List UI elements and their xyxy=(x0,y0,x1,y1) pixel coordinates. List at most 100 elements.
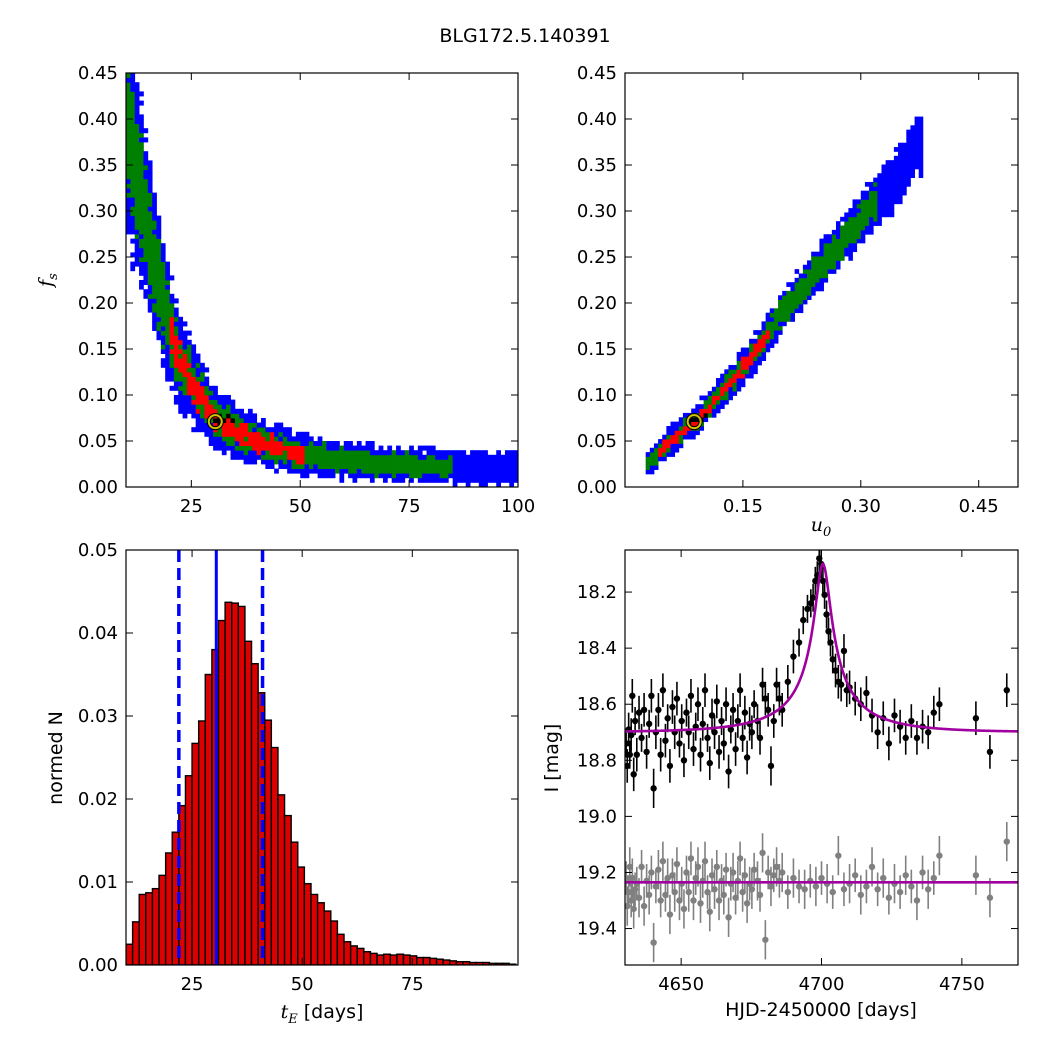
p1-cell-1078 xyxy=(509,459,515,465)
p4-s1-point-40 xyxy=(708,872,716,879)
p2-cell-186 xyxy=(753,351,758,357)
p1-cell-207 xyxy=(147,211,153,216)
p2-cell-130 xyxy=(724,378,729,383)
p1-cell-613 xyxy=(252,459,258,465)
p1-cell-380 xyxy=(178,362,184,368)
p1-cell-952 xyxy=(430,450,436,456)
p1-cell-312 xyxy=(165,330,170,336)
p1-cell-730 xyxy=(304,454,310,460)
p1-cell-465 xyxy=(200,413,205,419)
p1-cell-885 xyxy=(391,459,397,465)
p4-s0-point-52 xyxy=(736,687,744,694)
p1-cell-1025 xyxy=(478,477,484,483)
p1-cell-299 xyxy=(160,252,166,258)
p3-bar-42 xyxy=(402,954,411,965)
p2-cell-232 xyxy=(773,312,779,318)
panel-fs-vs-u0: 0.15 0.30 0.450.000.050.100.150.200.250.30… xyxy=(577,63,1019,517)
p1-cell-937 xyxy=(422,445,427,451)
p1-cell-949 xyxy=(430,464,436,469)
p2-cell-89 xyxy=(699,395,704,401)
p2-cell-594 xyxy=(914,138,920,144)
p2-cell-297 xyxy=(807,286,812,292)
p2-cell-299 xyxy=(807,277,812,283)
p2-cell-318 xyxy=(815,269,820,274)
p1-cell-645 xyxy=(265,450,271,456)
p4-s0-point-10 xyxy=(638,734,645,742)
p1-cell-855 xyxy=(374,468,380,474)
p3-bar-29 xyxy=(316,902,325,965)
p2-cell-348 xyxy=(827,260,833,266)
p1-cell-440 xyxy=(191,362,197,368)
p1-ytick-label-0: 0.00 xyxy=(78,477,118,498)
p1-cell-483 xyxy=(204,404,210,410)
p4-s1-point-83 xyxy=(863,883,870,890)
p2-cell-9 xyxy=(649,452,655,457)
p2-cell-584 xyxy=(910,138,915,144)
p1-cell-108 xyxy=(134,105,140,111)
p1-cell-850 xyxy=(369,454,375,460)
p3-bar-45 xyxy=(422,956,431,965)
p1-cell-767 xyxy=(322,441,327,446)
p3-bar-10 xyxy=(191,742,200,965)
p4-s0-point-39 xyxy=(706,759,713,767)
p2-cell-533 xyxy=(893,164,899,170)
p2-cell-489 xyxy=(881,203,887,209)
p1-cell-83 xyxy=(134,220,140,226)
p1-cell-506 xyxy=(213,436,218,442)
p1-cell-828 xyxy=(356,445,362,451)
p1-cell-484 xyxy=(204,399,210,405)
p1-cell-166 xyxy=(143,229,149,235)
p1-cell-903 xyxy=(404,473,410,479)
p1-cell-467 xyxy=(200,404,205,410)
p1-cell-934 xyxy=(422,464,427,469)
p1-cell-816 xyxy=(352,468,358,474)
p1-cell-509 xyxy=(213,422,218,428)
p2-cell-233 xyxy=(773,308,779,314)
p2-cell-421 xyxy=(856,229,862,235)
p4-frame xyxy=(624,549,1019,966)
p1-cell-22 xyxy=(126,128,131,134)
p1-cell-869 xyxy=(382,468,388,474)
p3-bar-35 xyxy=(356,947,365,965)
p1-cell-293 xyxy=(160,280,166,285)
p2-cell-37 xyxy=(670,443,676,449)
p1-cell-372 xyxy=(178,399,184,405)
p2-cell-211 xyxy=(765,334,771,340)
p1-cell-572 xyxy=(234,436,240,442)
p1-cell-404 xyxy=(182,353,188,359)
p1-cell-631 xyxy=(256,422,262,428)
p1-cell-689 xyxy=(287,468,292,474)
p2-cell-510 xyxy=(885,164,891,170)
p1-cell-225 xyxy=(152,298,157,304)
p1-cell-544 xyxy=(226,441,231,446)
p1-cell-452 xyxy=(195,395,201,400)
p4-s1-point-22 xyxy=(666,911,674,918)
p2-cell-59 xyxy=(682,425,688,431)
p1-cell-149 xyxy=(139,119,144,124)
p1-cell-480 xyxy=(204,418,210,423)
p2-cell-545 xyxy=(898,164,903,170)
p1-cell-307 xyxy=(165,353,170,359)
p2-cell-175 xyxy=(749,364,754,370)
p1-cell-1034 xyxy=(483,473,488,479)
p1-cell-578 xyxy=(234,408,240,414)
p1-cell-1062 xyxy=(500,468,506,474)
p1-cell-703 xyxy=(291,450,297,456)
p1-cell-442 xyxy=(191,353,197,359)
p1-cell-913 xyxy=(409,459,414,465)
p1-cell-173 xyxy=(143,197,149,203)
p1-cell-354 xyxy=(173,372,179,377)
p1-cell-302 xyxy=(165,376,170,382)
p2-cell-586 xyxy=(910,129,915,135)
p1-cell-157 xyxy=(143,270,149,276)
p1-cell-26 xyxy=(126,109,131,115)
p2-cell-212 xyxy=(765,330,771,335)
p1-cell-596 xyxy=(243,431,249,437)
p1-cell-896 xyxy=(400,477,406,483)
p1-cell-1063 xyxy=(500,464,506,469)
p2-cell-270 xyxy=(794,299,800,305)
p1-cell-650 xyxy=(265,427,271,433)
p1-cell-642 xyxy=(265,464,271,469)
p1-cell-543 xyxy=(226,445,231,451)
